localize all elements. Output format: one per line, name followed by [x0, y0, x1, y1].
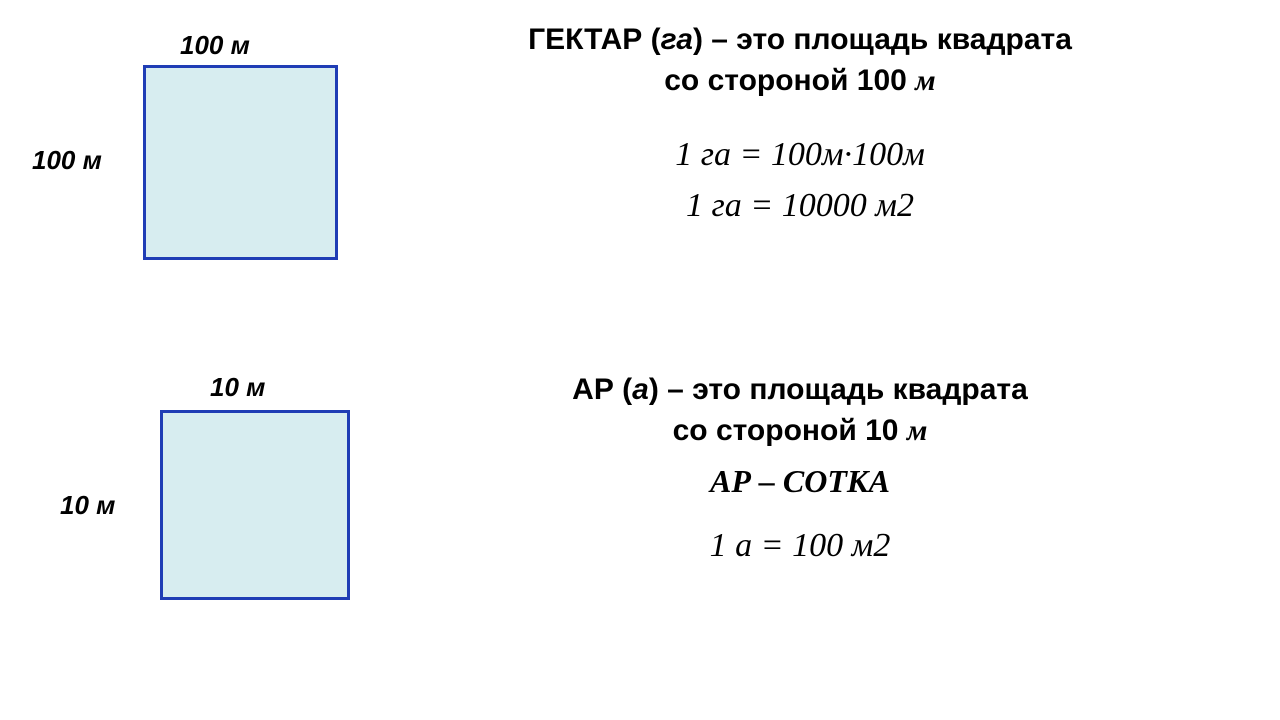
- hectare-title: ГЕКТАР (га) – это площадь квадрата со ст…: [360, 20, 1240, 101]
- hectare-left-label: 100 м: [32, 145, 102, 176]
- hectare-title-l2-prefix: со стороной 100: [664, 64, 915, 97]
- hectare-title-p2: га: [661, 23, 693, 56]
- are-eq1: 1 а = 100 м2: [360, 520, 1240, 571]
- are-title-p3: ) – это площадь квадрата: [649, 373, 1028, 406]
- are-title: АР (а) – это площадь квадрата со стороно…: [360, 370, 1240, 451]
- are-sotka: АР – СОТКА: [360, 463, 1240, 500]
- hectare-eq1: 1 га = 100м·100м: [360, 129, 1240, 180]
- hectare-eq2: 1 га = 10000 м2: [360, 180, 1240, 231]
- are-content: АР (а) – это площадь квадрата со стороно…: [360, 370, 1280, 571]
- hectare-title-l2-unit: м: [915, 64, 936, 97]
- hectare-square: [143, 65, 338, 260]
- are-title-l2-prefix: со стороной 10: [673, 414, 907, 447]
- hectare-section: 100 м 100 м ГЕКТАР (га) – это площадь кв…: [0, 20, 1280, 231]
- are-square: [160, 410, 350, 600]
- are-left-label: 10 м: [60, 490, 115, 521]
- hectare-title-p1: ГЕКТАР (: [528, 23, 661, 56]
- are-title-l2-unit: м: [907, 414, 928, 447]
- hectare-top-label: 100 м: [180, 30, 250, 61]
- hectare-content: ГЕКТАР (га) – это площадь квадрата со ст…: [360, 20, 1280, 231]
- are-title-p1: АР (: [572, 373, 632, 406]
- are-title-p2: а: [632, 373, 649, 406]
- are-section: 10 м 10 м АР (а) – это площадь квадрата …: [0, 370, 1280, 571]
- hectare-title-p3: ) – это площадь квадрата: [693, 23, 1072, 56]
- are-top-label: 10 м: [210, 372, 265, 403]
